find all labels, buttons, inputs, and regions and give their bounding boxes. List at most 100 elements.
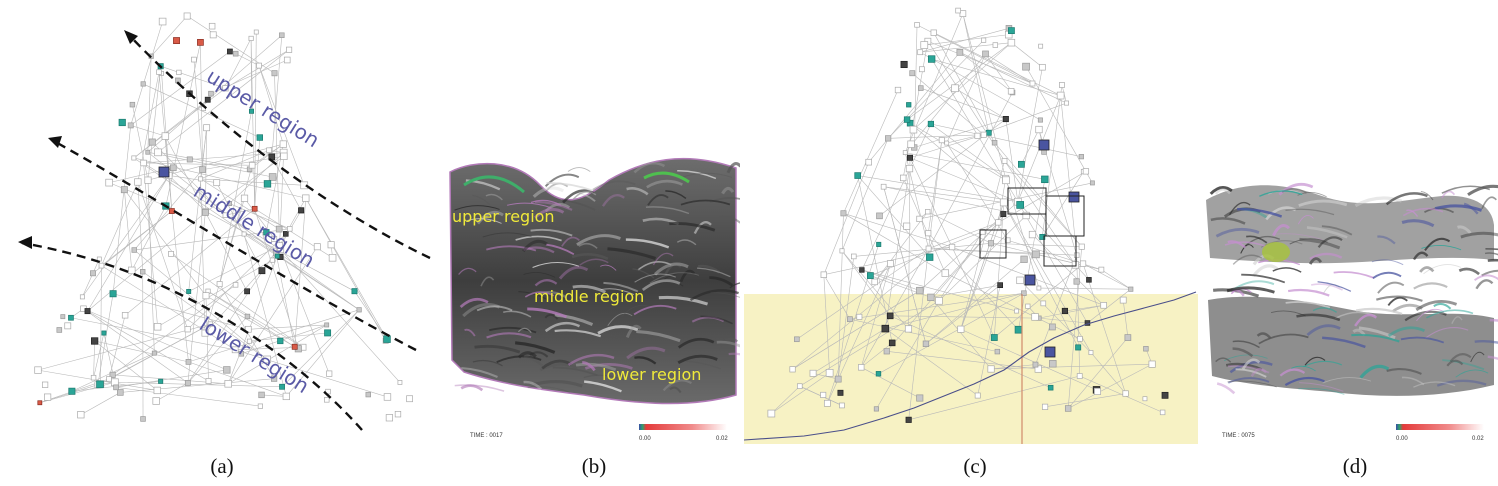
panel-c	[744, 0, 1200, 446]
volume-swirl	[636, 329, 681, 343]
graph-edge	[235, 349, 388, 398]
graph-edge	[133, 157, 281, 258]
volume-swirl	[534, 200, 573, 211]
volume-swirl	[1285, 208, 1335, 216]
volume-swirl	[1377, 235, 1396, 245]
graph-node	[1088, 350, 1094, 355]
graph-node	[982, 50, 989, 58]
graph-node	[96, 380, 104, 389]
graph-node	[280, 152, 288, 160]
graph-edge	[1082, 263, 1131, 290]
volume-swirl	[1377, 281, 1405, 294]
volume-swirl	[460, 384, 484, 392]
volume-swirl	[486, 332, 532, 339]
volume-swirl	[1423, 264, 1462, 275]
graph-edge	[908, 248, 929, 420]
graph-node	[1036, 285, 1042, 291]
volume-swirl	[576, 234, 621, 246]
graph-node	[186, 289, 192, 294]
volume-swirl	[1265, 206, 1297, 221]
graph-edge	[904, 53, 986, 153]
volume-swirl	[1433, 302, 1452, 310]
volume-body-top	[1206, 185, 1494, 264]
graph-edge	[1068, 363, 1153, 409]
volume-swirl	[1400, 336, 1445, 344]
graph-edge	[945, 272, 1081, 340]
graph-node	[904, 325, 913, 333]
cumulative-curve	[744, 291, 1197, 441]
graph-node	[917, 49, 924, 56]
volume-swirl	[482, 232, 532, 238]
volume-swirl	[575, 362, 617, 372]
graph-node	[1025, 303, 1031, 309]
graph-edge	[771, 372, 830, 414]
graph-node	[151, 350, 157, 356]
graph-node	[276, 242, 283, 250]
graph-node	[153, 386, 161, 395]
volume-swirl	[1351, 333, 1400, 343]
volume-swirl	[1296, 313, 1341, 322]
volume-swirl	[1214, 188, 1231, 195]
graph-node	[128, 266, 136, 275]
graph-edge	[147, 180, 155, 354]
volume-swirl	[1303, 360, 1343, 368]
volume-swirl	[544, 313, 559, 320]
volume-swirl	[533, 380, 583, 388]
graph-edge	[254, 208, 299, 349]
graph-edge	[885, 168, 910, 329]
graph-node	[955, 7, 961, 14]
graph-edge	[886, 350, 1039, 370]
graph-node	[1014, 325, 1023, 334]
graph-edge	[843, 213, 953, 248]
graph-edge	[1003, 202, 1079, 348]
graph-edge	[960, 328, 1097, 391]
volume-swirl	[1463, 202, 1479, 215]
graph-edge	[905, 152, 1045, 180]
graph-node	[127, 122, 134, 129]
graph-edge	[156, 382, 189, 402]
graph-node	[1021, 290, 1027, 296]
volume-swirl	[454, 384, 505, 392]
graph-edge	[927, 140, 943, 234]
graph-node	[885, 135, 892, 142]
graph-edge	[1025, 66, 1093, 184]
volume-swirl	[647, 194, 669, 206]
graph-nodes	[767, 7, 1169, 423]
graph-node	[1039, 234, 1046, 240]
graph-edge	[168, 175, 217, 183]
graph-edge	[887, 39, 984, 139]
graph-edge	[124, 189, 133, 271]
volume-swirl	[1413, 381, 1456, 388]
graph-node	[900, 60, 908, 69]
panel-d-volume: TIME : 0075 0.00 0.02	[1206, 182, 1498, 442]
graph-edge	[1017, 201, 1088, 324]
volume-swirl	[539, 363, 578, 372]
volume-swirl	[476, 305, 513, 312]
volume-swirl	[544, 321, 581, 333]
graph-edge	[1067, 337, 1129, 409]
graph-edge	[143, 162, 158, 327]
volume-swirl	[582, 361, 596, 372]
volume-swirl	[1227, 365, 1270, 374]
volume-swirl	[1322, 336, 1366, 349]
graph-edge	[87, 310, 209, 382]
graph-node	[837, 389, 844, 396]
graph-node	[169, 164, 177, 172]
graph-node	[198, 176, 204, 182]
graph-node	[1022, 62, 1030, 71]
graph-node	[1124, 334, 1132, 341]
graph-node	[1028, 230, 1037, 239]
graph-edge	[207, 290, 295, 348]
graph-node	[1008, 27, 1015, 35]
graph-edge	[885, 328, 978, 396]
graph-edge	[959, 52, 1067, 104]
volume-swirl	[1412, 251, 1429, 261]
volume-swirl	[1273, 233, 1323, 241]
graph-node	[140, 416, 146, 422]
volume-swirl	[558, 265, 589, 280]
graph-edge	[83, 308, 227, 371]
graph-edge	[908, 375, 1080, 421]
graph-node	[1004, 237, 1011, 244]
graph-edge	[205, 156, 285, 213]
graph-edge	[812, 373, 839, 380]
